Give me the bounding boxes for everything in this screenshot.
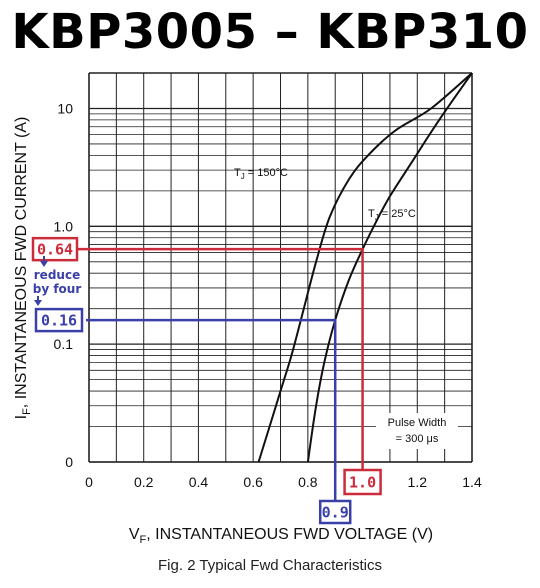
annotations: Pulse Width = 300 μs 0.64 1.0 0.16 0.9 reduceb… [31, 236, 458, 525]
blue-y-label-box [34, 307, 84, 333]
pulse-width-backdrop [376, 413, 458, 449]
x-tick-label: 0.6 [243, 474, 263, 490]
pulse-width-label: Pulse Width [388, 417, 447, 429]
y-tick-label: 0.1 [54, 336, 74, 352]
blue-y-label-text: 0.16 [41, 312, 77, 330]
red-readoff-line [78, 247, 364, 470]
blue-x-label-box [318, 499, 352, 525]
x-tick-label: 0 [85, 474, 93, 490]
red-x-label-text: 1.0 [349, 474, 376, 492]
x-tick-label: 1.2 [408, 474, 428, 490]
curves: TJ = 150°C TJ = 25°C [234, 72, 473, 463]
chart-title: KBP3005 – KBP310 [11, 4, 529, 60]
note-line-2: by four [33, 282, 82, 296]
x-tick-label: 0.8 [298, 474, 318, 490]
red-y-label-box [31, 236, 79, 262]
curve-label-tj-150: TJ = 150°C [234, 167, 288, 181]
x-tick-label: 0.4 [189, 474, 209, 490]
note-arrow-bottom-head [34, 300, 42, 306]
red-y-label-text: 0.64 [37, 241, 73, 259]
y-axis-title: IF, INSTANTANEOUS FWD CURRENT (A) [13, 117, 33, 420]
grid [88, 72, 473, 463]
curve-tj-150 [257, 72, 473, 463]
blue-x-label-text: 0.9 [322, 504, 349, 522]
x-axis-title: VF, INSTANTANEOUS FWD VOLTAGE (V) [129, 526, 433, 546]
y-tick-label: 1.0 [54, 218, 74, 234]
y-tick-label: 10 [57, 100, 73, 116]
x-tick-label: 1.4 [462, 474, 482, 490]
curve-label-tj-25: TJ = 25°C [368, 208, 416, 222]
pulse-width-value: = 300 μs [396, 433, 439, 445]
x-tick-label: 0.2 [134, 474, 154, 490]
red-x-label-box [343, 468, 382, 496]
y-tick-label: 0 [65, 454, 73, 470]
figure-caption: Fig. 2 Typical Fwd Characteristics [158, 557, 382, 574]
note-arrow-top-head [40, 261, 48, 267]
note-line-1: reduce [34, 268, 80, 282]
blue-readoff-line [86, 318, 337, 500]
tick-labels: 0 0.2 0.4 0.6 0.8 1.0 1.2 1.4 10 1.0 0.1 0 VF, INSTA… [13, 100, 482, 546]
